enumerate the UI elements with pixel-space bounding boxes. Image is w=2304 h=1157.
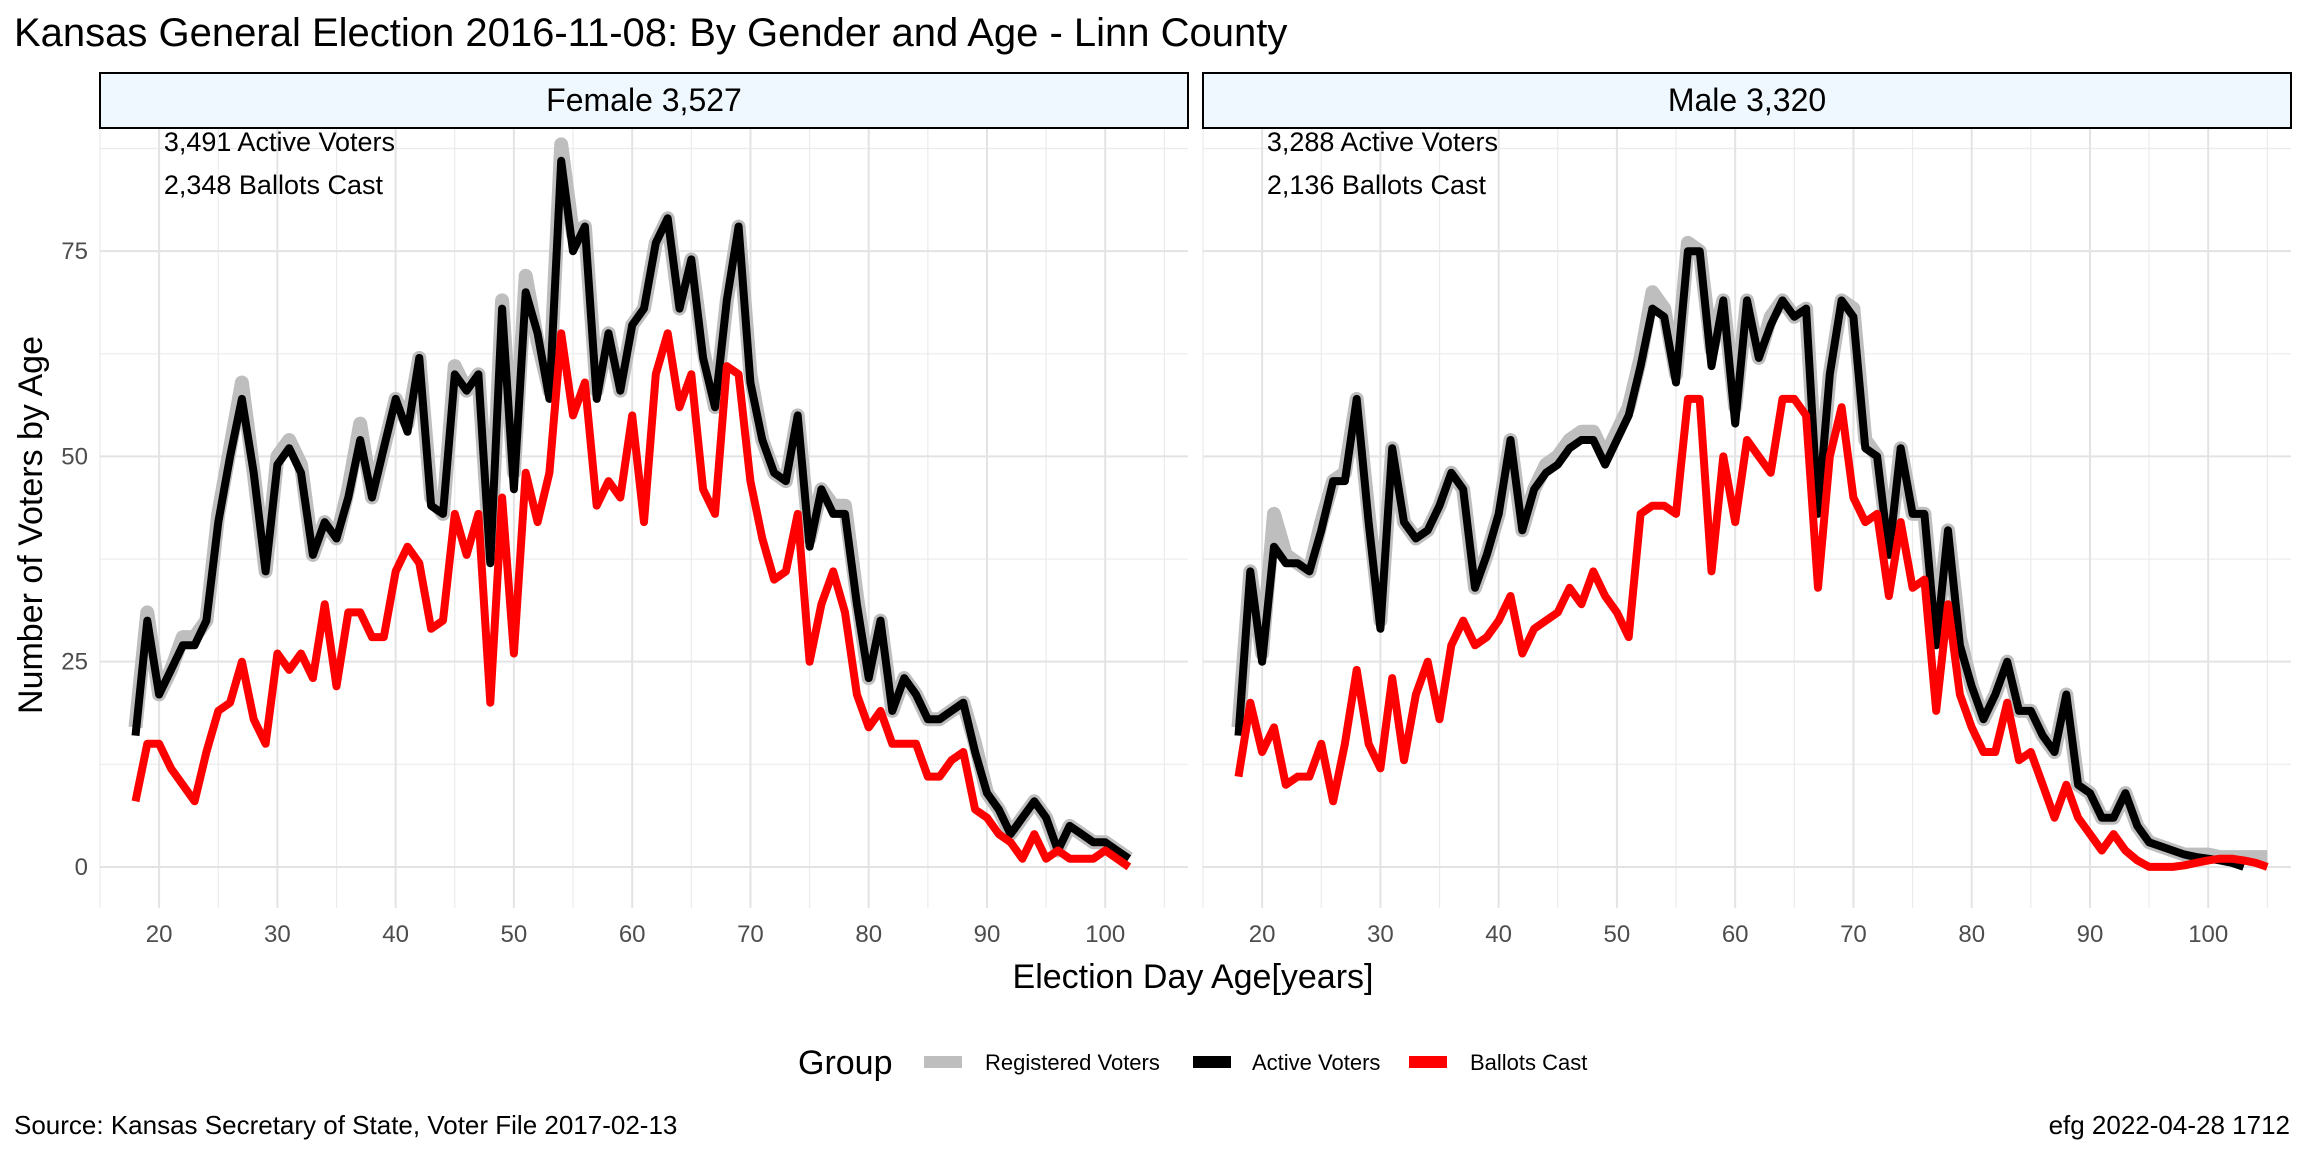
x-tick-label: 100 [2188,921,2228,948]
x-tick-label: 40 [382,921,409,948]
facet-strip-label: Male 3,320 [1668,82,1826,118]
source-caption: Source: Kansas Secretary of State, Voter… [14,1110,677,1140]
legend-label-registered: Registered Voters [985,1050,1160,1075]
legend: Group Registered Voters Active Voters Ba… [798,1044,1587,1082]
legend-title: Group [798,1044,893,1082]
facet-strip [1202,72,2292,129]
series-line-active-voters [1234,247,2246,871]
x-tick-label: 30 [1367,921,1394,948]
facet-strip [99,72,1189,129]
facet-panel-1: Female 3,527 3,491 Active Voters 2,348 Bal… [61,72,1189,948]
x-tick-label: 100 [1085,921,1125,948]
x-tick-label: 80 [1958,921,1985,948]
legend-label-active: Active Voters [1252,1050,1380,1075]
x-tick-label: 20 [146,921,173,948]
panel-annotation: 2,136 Ballots Cast [1267,170,1487,200]
chart-title: Kansas General Election 2016-11-08: By G… [14,11,1287,55]
series-line-ballots-cast [1234,394,2269,871]
x-tick-label: 50 [1604,921,1631,948]
facet-panel-2: Male 3,320 3,288 Active Voters 2,136 Ballo… [1202,72,2292,948]
x-tick-label: 90 [2077,921,2104,948]
x-tick-label: 40 [1485,921,1512,948]
legend-label-ballots: Ballots Cast [1470,1050,1587,1075]
y-tick-label: 50 [61,443,88,470]
x-tick-label: 70 [737,921,764,948]
credit-caption: efg 2022-04-28 1712 [2049,1110,2290,1140]
x-tick-label: 90 [974,921,1001,948]
x-tick-label: 80 [855,921,882,948]
x-tick-label: 20 [1249,921,1276,948]
x-tick-label: 50 [501,921,528,948]
x-tick-label: 60 [619,921,646,948]
panel-annotation: 3,288 Active Voters [1267,127,1498,157]
series-line-active-voters [131,156,1132,862]
x-tick-label: 60 [1722,921,1749,948]
panel-annotation: 3,491 Active Voters [164,127,395,157]
y-tick-label: 25 [61,649,88,676]
x-axis-label: Election Day Age[years] [1013,958,1374,996]
facet-panels: Female 3,527 3,491 Active Voters 2,348 Bal… [61,72,2292,948]
facet-strip-label: Female 3,527 [546,82,742,118]
x-tick-label: 30 [264,921,291,948]
x-tick-label: 70 [1840,921,1867,948]
y-axis-label: Number of Voters by Age [12,336,50,714]
y-tick-label: 0 [75,854,88,881]
y-tick-label: 75 [61,238,88,265]
series-line-ballots-cast [131,329,1132,871]
panel-annotation: 2,348 Ballots Cast [164,170,384,200]
